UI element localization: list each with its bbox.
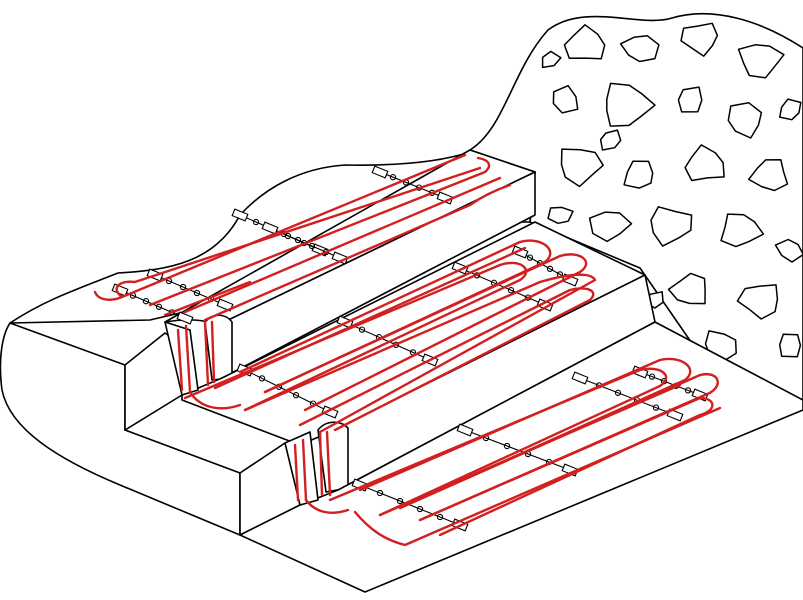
rock-17 (720, 213, 765, 248)
strip-12-clip-2 (614, 389, 622, 396)
gap-lower (284, 431, 319, 506)
strip-3-clip-1 (252, 218, 260, 226)
cable-step-3-run-5 (418, 396, 714, 537)
cable-riser-drop-5 (293, 443, 300, 502)
strip-9-clip-1 (526, 254, 534, 261)
cable-step-3-run-1 (358, 357, 692, 510)
rock-12 (684, 144, 725, 182)
strip-5-clip-3 (308, 242, 316, 250)
cable-step-3-run-6 (353, 406, 722, 547)
stone-wall-rocks (541, 22, 803, 363)
strip-11-clip-2 (503, 442, 511, 450)
strip-6-clip-1 (258, 375, 266, 382)
strip-8-clip-3 (507, 287, 515, 294)
strip-3-tab-1 (231, 208, 249, 222)
strip-12-tab-1 (571, 371, 589, 385)
rock-13 (747, 159, 789, 192)
ground-front-face (0, 322, 241, 536)
cable-step-2-run-5 (243, 273, 597, 434)
strip-4-tab-1 (371, 165, 389, 179)
stone-wall-outline (469, 12, 803, 401)
strip-7-clip-1 (358, 326, 366, 333)
cable-riser-drop-7 (318, 430, 324, 497)
strip-12-clip-4 (652, 404, 660, 411)
strip-2-clip-3 (193, 289, 201, 297)
step-2-nosing (317, 421, 349, 493)
strip-11-tab-1 (456, 423, 474, 437)
cable-riser-drop-1 (176, 328, 184, 392)
strip-10-clip-3 (416, 505, 424, 513)
cable-riser-drop-9 (188, 390, 242, 410)
rock-19 (667, 272, 706, 305)
strip-10-clip-2 (396, 497, 404, 505)
rock-16 (650, 206, 693, 247)
rock-11 (623, 160, 654, 189)
rock-24 (541, 50, 562, 69)
strip-5-clip-2 (294, 236, 302, 244)
cable-riser-drop-10 (304, 498, 350, 514)
strip-10-clip-1 (376, 489, 384, 497)
rock-18 (774, 238, 803, 263)
cable-step-1-run-4 (163, 280, 252, 317)
cable-riser-drop-2 (184, 324, 192, 394)
mounting-strip-10 (359, 484, 461, 526)
rock-9 (778, 98, 802, 121)
cable-riser-drop-6 (301, 438, 308, 502)
cable-step-1-run-2 (115, 166, 482, 299)
strip-1-tab-2 (176, 311, 194, 325)
cable-step-1-run-6 (203, 183, 512, 322)
rock-3 (680, 22, 719, 57)
riser-cable-drops (176, 320, 350, 514)
strip-10-clip-4 (436, 513, 444, 521)
rock-5 (552, 84, 579, 114)
cable-riser-drop-8 (325, 430, 332, 497)
cable-step-2-run-3 (263, 253, 588, 412)
cable-riser-drop-3 (203, 320, 210, 387)
cable-step-2-run-6 (298, 287, 595, 432)
rock-4 (737, 44, 785, 79)
mounting-strip-9 (519, 251, 571, 281)
mounting-strip-12 (579, 377, 676, 416)
strip-1-clip-3 (155, 303, 163, 310)
strip-5-tab-1 (261, 221, 279, 235)
rock-22 (778, 333, 802, 358)
rock-25 (599, 129, 622, 151)
cable-step-2-run-4 (183, 261, 528, 412)
strip-1-clip-2 (142, 298, 150, 305)
cable-step-1-run-3 (148, 156, 491, 307)
strip-6-clip-3 (292, 392, 300, 399)
strip-2-clip-2 (179, 283, 187, 291)
cable-step-3-run-2 (398, 372, 719, 522)
rock-2 (619, 35, 660, 63)
rock-6 (606, 82, 656, 127)
rock-1 (563, 24, 606, 60)
strip-9-clip-3 (546, 265, 554, 272)
strip-4-clip-1 (389, 174, 397, 181)
strip-13-clip-4 (684, 387, 692, 394)
cable-riser-drop-4 (210, 320, 216, 384)
heating-cables (93, 153, 722, 547)
rock-10 (560, 148, 604, 188)
strip-13-clip-1 (648, 373, 656, 380)
cable-step-3-run-4 (378, 383, 682, 517)
cable-step-1-run-5 (183, 176, 502, 314)
rock-7 (677, 86, 703, 113)
rock-8 (727, 102, 763, 139)
cable-step-3-run-3 (328, 367, 668, 517)
rock-15 (588, 211, 633, 243)
step-1-nosing (204, 314, 233, 381)
stone-wall (469, 12, 803, 401)
rock-20 (736, 284, 779, 320)
rock-14 (547, 206, 574, 225)
